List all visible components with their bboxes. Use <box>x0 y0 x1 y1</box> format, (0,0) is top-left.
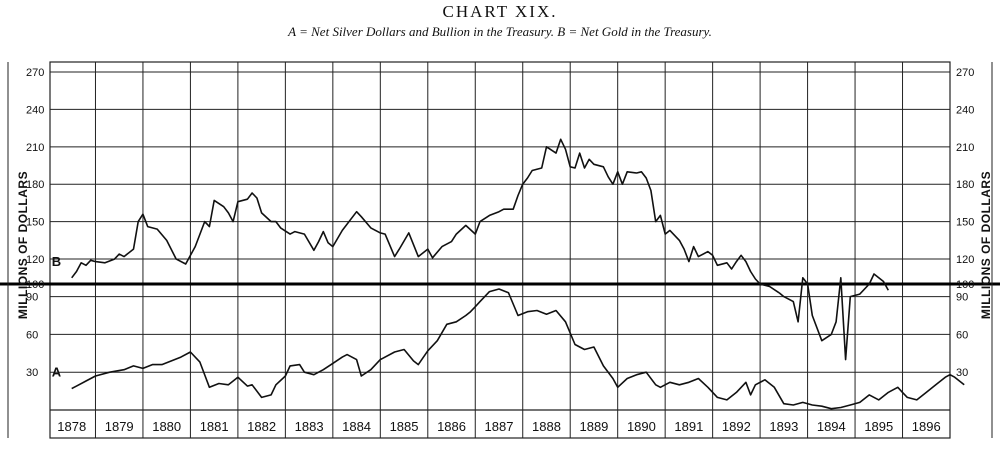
xtick-label: 1891 <box>674 419 703 434</box>
ytick-label-right: 150 <box>956 217 974 229</box>
ytick-label-right: 240 <box>956 104 974 116</box>
series-line-a <box>71 288 965 410</box>
series-line-b <box>71 138 780 294</box>
ytick-label-left: 100 <box>26 279 44 291</box>
xtick-label: 1889 <box>579 419 608 434</box>
chart-subtitle: A = Net Silver Dollars and Bullion in th… <box>288 24 712 39</box>
ytick-label-left: 60 <box>26 329 38 341</box>
xtick-label: 1890 <box>627 419 656 434</box>
ytick-label-left: 270 <box>26 67 44 79</box>
label-layer: 100 100 120 120 150 150 180 180 210 210 240 240 270 2… <box>16 67 993 434</box>
y-axis-title-left: MILLIONS OF DOLLARS <box>16 171 30 319</box>
xtick-label: 1878 <box>57 419 86 434</box>
xtick-label: 1883 <box>295 419 324 434</box>
xtick-label: 1888 <box>532 419 561 434</box>
xtick-label: 1894 <box>817 419 846 434</box>
series-label-b: B <box>52 254 61 269</box>
ytick-label-right: 270 <box>956 67 974 79</box>
y-axis-title-right: MILLIONS OF DOLLARS <box>979 171 993 319</box>
ytick-label-right: 60 <box>956 329 968 341</box>
xtick-label: 1881 <box>200 419 229 434</box>
series-layer <box>71 138 965 410</box>
xtick-label: 1892 <box>722 419 751 434</box>
ytick-label-right: 100 <box>956 279 974 291</box>
xtick-label: 1884 <box>342 419 371 434</box>
xtick-label: 1879 <box>105 419 134 434</box>
ytick-label-left: 180 <box>26 179 44 191</box>
ytick-label-left: 210 <box>26 142 44 154</box>
ytick-label-right: 180 <box>956 179 974 191</box>
ytick-label-left: 90 <box>26 292 38 304</box>
xtick-label: 1882 <box>247 419 276 434</box>
series-label-a: A <box>52 365 62 380</box>
xtick-label: 1887 <box>485 419 514 434</box>
xtick-label: 1885 <box>390 419 419 434</box>
xtick-label: 1896 <box>912 419 941 434</box>
plot-frame <box>49 61 951 439</box>
xtick-label: 1893 <box>769 419 798 434</box>
ytick-label-right: 90 <box>956 292 968 304</box>
xtick-label: 1886 <box>437 419 466 434</box>
xtick-label: 1895 <box>864 419 893 434</box>
ytick-label-right: 120 <box>956 254 974 266</box>
ytick-label-left: 240 <box>26 104 44 116</box>
series-line-b-low <box>778 273 890 361</box>
ytick-label-right: 210 <box>956 142 974 154</box>
grid-layer <box>0 61 1000 439</box>
chart-title: CHART XIX. <box>442 2 558 21</box>
ytick-label-left: 30 <box>26 367 38 379</box>
ytick-label-left: 150 <box>26 217 44 229</box>
xtick-label: 1880 <box>152 419 181 434</box>
ytick-label-left: 120 <box>26 254 44 266</box>
ytick-label-right: 30 <box>956 367 968 379</box>
